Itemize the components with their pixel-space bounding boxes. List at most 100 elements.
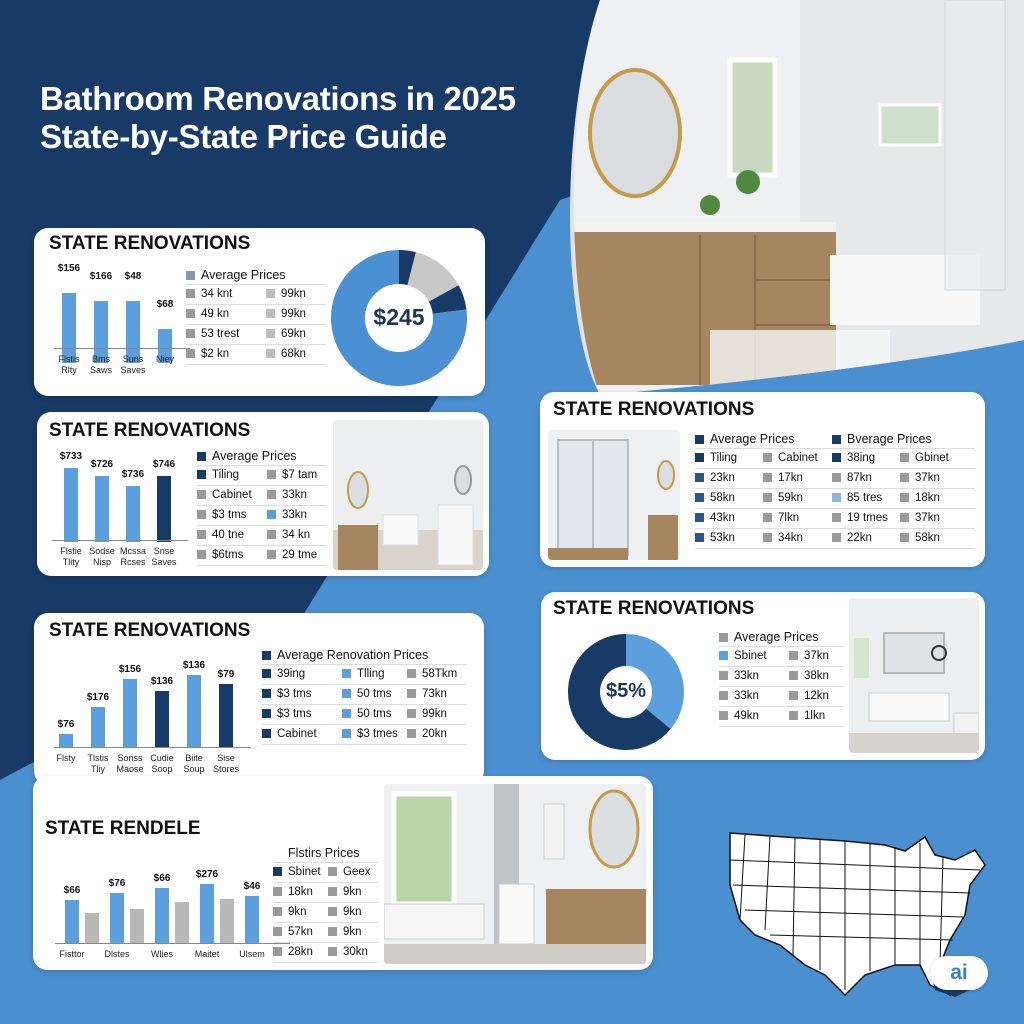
- row-swatch: [832, 453, 841, 462]
- row-swatch: [695, 533, 704, 542]
- table-cell: 38kn: [789, 670, 829, 682]
- row-swatch: [342, 729, 351, 738]
- row-swatch: [719, 691, 728, 700]
- table-row: 9kn 9kn: [273, 903, 378, 923]
- bar-category-label: Sise Stores: [212, 753, 239, 774]
- table-row: 34 knt 99kn: [186, 285, 326, 305]
- card-state-rendele: STATE RENDELE $66 Fisttor $76 Dlstes $66 Wlie…: [33, 776, 653, 970]
- table-header-cell: Average Renovation Prices: [262, 648, 428, 662]
- row-swatch: [267, 530, 276, 539]
- bar: [65, 900, 79, 943]
- bar: [157, 476, 171, 542]
- bar-category-label: Mcssa Rcses: [119, 546, 146, 567]
- bar-secondary: [85, 913, 99, 943]
- table-cell: 37kn: [789, 650, 829, 662]
- cell-value: 49kn: [734, 710, 759, 722]
- table-cell: 50 tms: [342, 688, 392, 700]
- row-swatch: [267, 510, 276, 519]
- price-table: Flstirs Prices Sbinet Geex 18kn 9kn 9kn 9kn 57k…: [273, 843, 378, 963]
- row-swatch: [273, 867, 282, 876]
- row-swatch: [763, 473, 772, 482]
- table-cell: 85 tres: [832, 492, 882, 504]
- price-table: Average Prices Sbinet 37kn 33kn 38kn 33kn 12kn…: [719, 627, 844, 727]
- bar-category-label: Biite Soup: [183, 753, 205, 774]
- row-swatch: [832, 493, 841, 502]
- table-header-cell: Bverage Prices: [832, 432, 932, 446]
- row-swatch: [900, 473, 909, 482]
- row-swatch: [719, 651, 728, 660]
- bar: [155, 888, 169, 943]
- table-cell: 43kn: [695, 512, 735, 524]
- cell-value: 33kn: [734, 690, 759, 702]
- table-header-cell: Average Prices: [719, 630, 819, 644]
- price-table: Average Renovation Prices 39ing Tlling 58Tk…: [262, 645, 467, 745]
- row-swatch: [197, 470, 206, 479]
- donut-center-value: $245: [373, 304, 425, 330]
- cell-value: 38ing: [847, 452, 876, 464]
- bathroom-photo: [333, 420, 483, 570]
- cell-value: $3 tms: [277, 688, 312, 700]
- cell-value: 29 tme: [282, 549, 318, 561]
- cell-value: 9kn: [343, 906, 362, 918]
- card-state-renovations-5: STATE RENOVATIONS $5% Average Prices Sbin…: [541, 592, 985, 760]
- row-swatch: [832, 473, 841, 482]
- table-cell: 33kn: [267, 509, 307, 521]
- row-swatch: [267, 550, 276, 559]
- card-title: STATE RENOVATIONS: [49, 620, 251, 641]
- row-swatch: [900, 513, 909, 522]
- table-cell: 7lkn: [763, 512, 799, 524]
- cell-value: 50 tms: [357, 708, 392, 720]
- cell-value: 99kn: [422, 708, 447, 720]
- bar-value-label: $746: [152, 459, 176, 470]
- table-cell: 29 tme: [267, 549, 317, 561]
- shower-photo: [548, 430, 680, 560]
- cell-value: 9kn: [343, 886, 362, 898]
- card-title: STATE RENOVATIONS: [553, 399, 755, 420]
- card-title: STATE RENOVATIONS: [553, 598, 755, 619]
- bar: [59, 734, 73, 747]
- cell-value: 18kn: [288, 886, 313, 898]
- table-cell: 33kn: [719, 690, 759, 702]
- bar-value-label: $46: [243, 881, 261, 892]
- table-cell: 30kn: [328, 946, 368, 958]
- table-cell: Gbinet: [900, 452, 949, 464]
- table-header: Average Prices: [197, 446, 327, 466]
- row-swatch: [262, 669, 271, 678]
- cell-value: 20kn: [422, 728, 447, 740]
- row-swatch: [789, 671, 798, 680]
- cell-value: 17kn: [778, 472, 803, 484]
- cell-value: 39ing: [277, 668, 306, 680]
- table-row: 49 kn 99kn: [186, 305, 326, 325]
- legend-title: Average Prices: [734, 630, 819, 644]
- bar: [91, 707, 105, 747]
- cell-value: 58Tkm: [422, 668, 458, 680]
- bar-value-label: $48: [124, 271, 142, 282]
- cell-value: Sbinet: [288, 866, 321, 878]
- table-cell: 28kn: [273, 946, 313, 958]
- table-cell: 99kn: [266, 288, 306, 300]
- cell-value: 37kn: [915, 512, 940, 524]
- cell-value: Gbinet: [915, 452, 949, 464]
- table-cell: 18kn: [273, 886, 313, 898]
- bar: [200, 884, 214, 943]
- row-swatch: [719, 671, 728, 680]
- bar-value-label: $736: [121, 469, 145, 480]
- table-row: 33kn 38kn: [719, 667, 844, 687]
- table-row: 57kn 9kn: [273, 923, 378, 943]
- table-cell: 22kn: [832, 532, 872, 544]
- cell-value: 33kn: [282, 489, 307, 501]
- row-swatch: [763, 493, 772, 502]
- table-cell: 50 tms: [342, 708, 392, 720]
- cell-value: 50 tms: [357, 688, 392, 700]
- row-swatch: [900, 533, 909, 542]
- table-row: 58kn 59kn 85 tres 18kn: [695, 489, 975, 509]
- table-cell: 34 knt: [186, 288, 232, 300]
- card-title: STATE RENOVATIONS: [49, 420, 251, 441]
- table-cell: 39ing: [262, 668, 305, 680]
- row-swatch: [197, 510, 206, 519]
- table-cell: 40 tne: [197, 529, 244, 541]
- bar-value-label: $76: [108, 878, 126, 889]
- legend-swatch: [273, 849, 282, 858]
- price-table: Average Prices Bverage Prices Tiling Cabine…: [695, 429, 975, 549]
- cell-value: 1lkn: [804, 710, 826, 722]
